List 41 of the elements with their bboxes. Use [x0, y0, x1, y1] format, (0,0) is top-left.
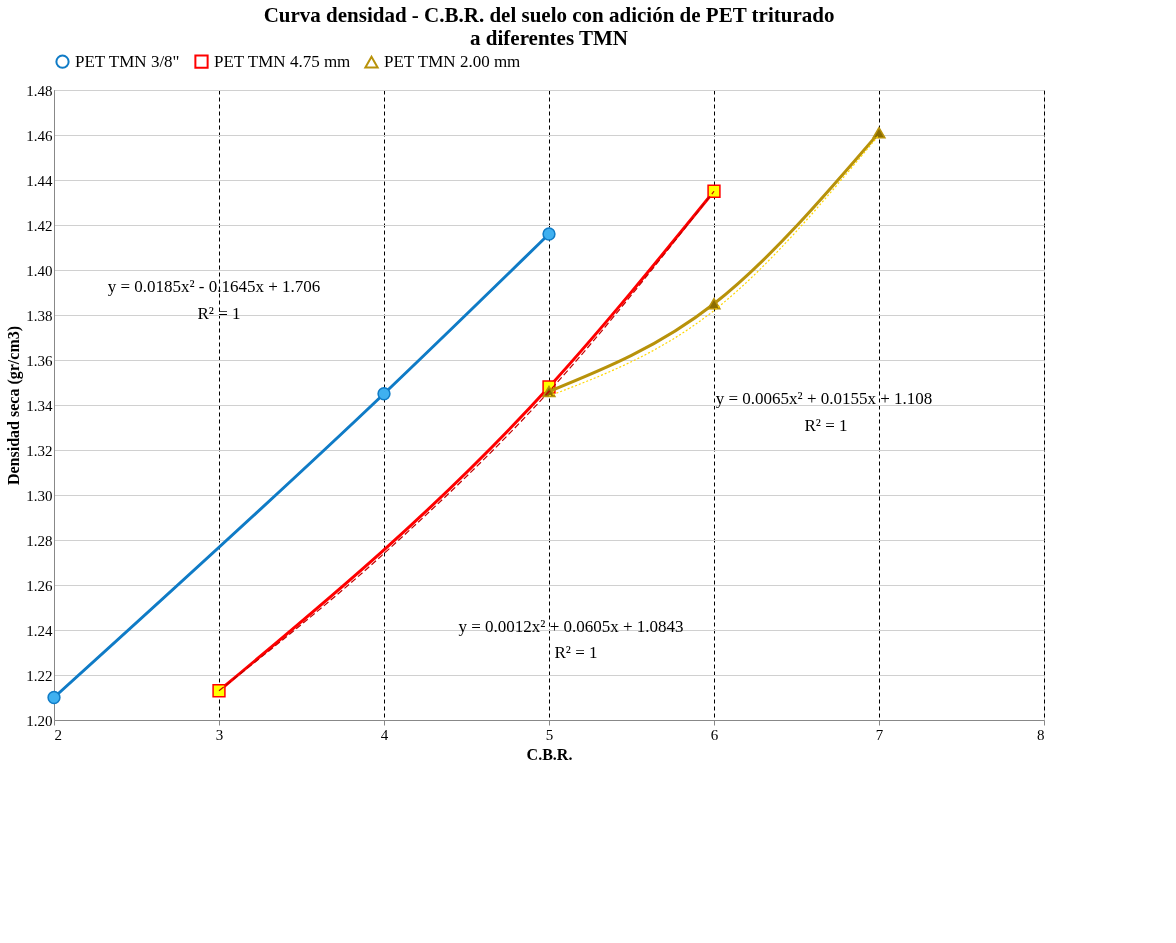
legend-label: PET TMN 4.75 mm — [214, 51, 351, 71]
y-tick-label: 1.44 — [26, 172, 53, 189]
y-tick-label: 1.36 — [26, 352, 53, 369]
x-axis-title: C.B.R. — [526, 745, 573, 763]
y-tick-label: 1.28 — [26, 532, 53, 549]
y-tick-label: 1.48 — [26, 82, 53, 99]
point — [707, 297, 721, 310]
x-tick-label: 8 — [1037, 726, 1045, 743]
legend-label: PET TMN 2.00 mm — [384, 52, 521, 72]
y-tick-label: 1.22 — [26, 667, 53, 684]
annotation: y = 0.0012x² + 0.0605x + 1.0843 — [458, 617, 684, 636]
x-tick-label: 7 — [875, 726, 884, 743]
point — [212, 684, 226, 698]
y-tick-label: 1.40 — [26, 262, 53, 279]
legend-label: PET TMN 3/8" — [75, 51, 180, 71]
annotation: R² = 1 — [197, 304, 241, 323]
annotation: y = 0.0185x² - 0.1645x + 1.706 — [107, 277, 321, 296]
x-tick-label: 3 — [215, 726, 224, 743]
point — [542, 227, 556, 241]
y-tick-label: 1.20 — [26, 712, 53, 729]
x-tick-label: 2 — [54, 726, 62, 743]
y-tick-label: 1.46 — [26, 127, 53, 144]
x-tick-label: 6 — [710, 726, 719, 743]
y-tick-label: 1.34 — [26, 397, 53, 414]
y-tick-label: 1.26 — [26, 577, 53, 594]
x-tick-label: 5 — [545, 726, 554, 743]
annotation: R² = 1 — [804, 416, 848, 435]
x-tick-label: 4 — [380, 726, 389, 743]
annotation: y = 0.0065x² + 0.0155x + 1.108 — [715, 389, 933, 408]
point — [377, 387, 391, 401]
point — [47, 690, 61, 705]
annotation: R² = 1 — [554, 643, 598, 662]
y-tick-label: 1.30 — [26, 487, 53, 504]
y-axis-title: Densidad seca (gr/cm3) — [5, 325, 24, 486]
y-tick-label: 1.38 — [26, 307, 53, 324]
chart-title: Curva densidad - C.B.R. del suelo con adición de PET triturado a diferentes TMN — [263, 3, 835, 50]
point — [707, 184, 721, 198]
y-tick-label: 1.42 — [26, 217, 53, 234]
y-tick-label: 1.24 — [26, 622, 53, 639]
point — [872, 126, 886, 139]
y-tick-label: 1.32 — [26, 442, 53, 459]
